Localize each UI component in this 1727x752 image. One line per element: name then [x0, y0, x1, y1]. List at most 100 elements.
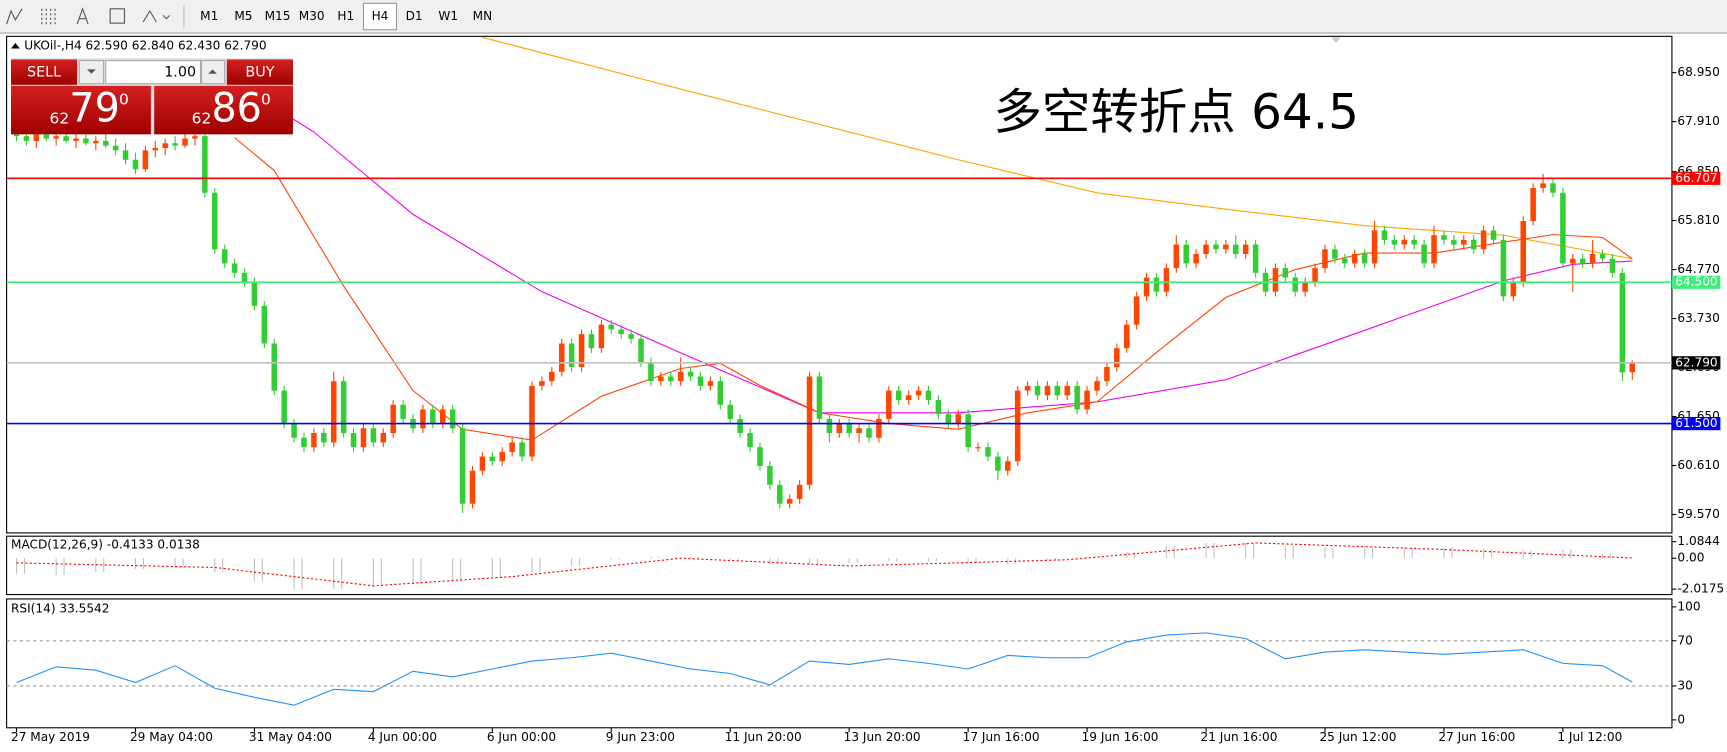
candle-body	[1332, 249, 1338, 259]
icon-arrows[interactable]	[142, 9, 171, 23]
candle-body	[816, 376, 823, 419]
candle-body	[1619, 272, 1626, 373]
timeframe-button[interactable]: H4	[372, 9, 389, 23]
candle-body	[1381, 230, 1388, 240]
candle-body	[1203, 244, 1209, 254]
timeframe-button[interactable]: M15	[265, 9, 291, 23]
candle-body	[549, 371, 555, 382]
timeframe-button[interactable]: W1	[438, 9, 458, 23]
lot-input[interactable]	[105, 60, 202, 85]
candle-body	[658, 376, 664, 382]
candle-body	[509, 442, 515, 452]
price-level-box	[1671, 171, 1721, 185]
candle-body	[1451, 239, 1457, 245]
candle-body	[241, 272, 248, 283]
price-level-label: 62.790	[1675, 355, 1717, 369]
x-tick-label: 27 May 2019	[11, 730, 90, 744]
icon-text[interactable]	[76, 7, 89, 25]
rsi-line	[16, 632, 1633, 706]
icon-label[interactable]	[109, 8, 126, 24]
candle-body	[1223, 244, 1229, 250]
sell-button[interactable]	[11, 59, 78, 85]
sell-price-big: 62	[50, 109, 70, 127]
candle-body	[221, 249, 228, 264]
timeframe-button[interactable]: M30	[299, 9, 325, 23]
candle-body	[1361, 253, 1368, 264]
shift-marker	[1331, 37, 1341, 43]
trade-panel: SELL 1.00 BUY 62 79 0 62 86 0	[11, 58, 293, 135]
candle-body	[93, 140, 99, 144]
candle-body	[1143, 277, 1150, 297]
candle-body	[687, 371, 694, 377]
candle-body	[1044, 385, 1051, 396]
macd-header: MACD(12,26,9) -0.4133 0.0138	[11, 538, 200, 552]
timeframe-button[interactable]: MN	[473, 9, 493, 23]
candle-body	[1282, 268, 1289, 278]
candle-body	[1391, 239, 1398, 245]
candle-body	[53, 136, 59, 139]
timeframe-button[interactable]: M1	[200, 9, 218, 23]
candle-body	[251, 282, 258, 306]
candle-body	[578, 334, 585, 368]
candle-body	[677, 371, 684, 382]
buy-label[interactable]: BUY	[245, 65, 274, 81]
candle-body	[1510, 282, 1517, 297]
price-level-box	[1671, 275, 1721, 289]
candle-body	[1054, 385, 1061, 396]
timeframe-button[interactable]: D1	[406, 9, 423, 23]
candle-body	[955, 414, 961, 424]
candle-body	[301, 437, 307, 448]
candle-body	[63, 136, 69, 141]
candle-body	[519, 442, 525, 457]
price-level-label: 64.500	[1675, 275, 1717, 289]
y-tick-label: 59.570	[1677, 507, 1719, 521]
buy-button[interactable]	[226, 59, 293, 85]
x-tick-label: 19 Jun 16:00	[1082, 730, 1159, 744]
y-tick-label: 0.00	[1677, 551, 1704, 565]
y-tick-label: 1.0844	[1677, 534, 1720, 548]
y-tick-label: 100	[1677, 599, 1700, 613]
candle-body	[886, 390, 892, 419]
timeframe-button[interactable]: H1	[337, 9, 354, 23]
candle-body	[1629, 362, 1636, 373]
candle-body	[152, 147, 159, 151]
rsi-header: RSI(14) 33.5542	[11, 601, 109, 615]
lot-value[interactable]: 1.00	[164, 65, 196, 81]
candle-body	[1084, 390, 1090, 410]
candle-body	[281, 390, 287, 424]
candle-body	[796, 484, 803, 499]
candle-body	[1550, 183, 1556, 193]
y-tick-label: 0	[1677, 712, 1685, 726]
candle-body	[1480, 230, 1487, 250]
y-tick-label: 65.810	[1677, 213, 1719, 227]
timeframe-button[interactable]: M5	[234, 9, 252, 23]
candle-body	[1342, 258, 1348, 264]
buy-price-box[interactable]	[154, 85, 293, 135]
sell-price-box[interactable]	[11, 85, 151, 135]
up-arrow	[208, 69, 217, 74]
candle-body	[291, 423, 297, 438]
candle-body	[73, 138, 79, 141]
candle-body	[985, 447, 991, 457]
candle-body	[846, 423, 852, 434]
candle-body	[1579, 258, 1586, 264]
sell-label[interactable]: SELL	[27, 65, 61, 81]
candle-body	[588, 334, 595, 349]
candle-body	[806, 376, 813, 485]
candle-body	[1431, 235, 1437, 264]
candle-body	[866, 428, 872, 438]
candle-body	[1490, 230, 1497, 240]
candle-body	[836, 423, 843, 434]
candle-body	[777, 484, 783, 504]
chart-header: UKOil-,H4 62.590 62.840 62.430 62.790	[24, 39, 266, 53]
price-level-label: 61.500	[1675, 416, 1717, 430]
candle-body	[1074, 385, 1080, 410]
buy-price-big: 62	[192, 109, 212, 127]
buy-price-point: 0	[261, 91, 271, 109]
candle-body	[1213, 244, 1219, 250]
candle-body	[1371, 230, 1378, 264]
x-tick-label: 31 May 04:00	[249, 730, 332, 744]
candle-body	[1133, 296, 1140, 325]
candle-body	[1351, 253, 1358, 264]
